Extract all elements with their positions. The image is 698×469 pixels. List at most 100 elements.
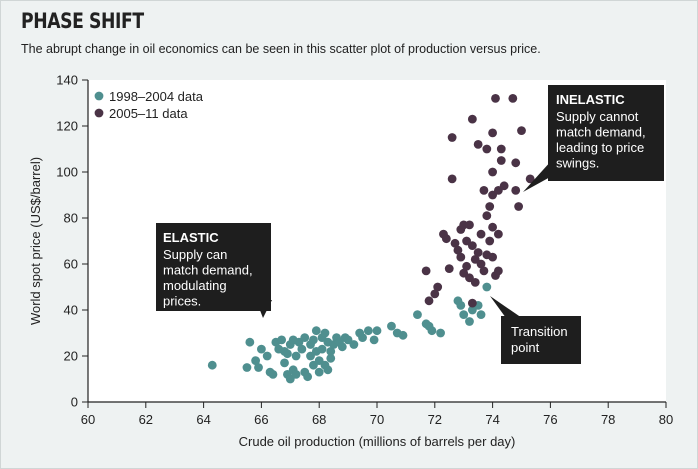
point-2005-11 bbox=[444, 264, 454, 273]
chart-title: PHASE SHIFT bbox=[21, 9, 144, 33]
annotation-inelastic-text: Supply cannot bbox=[556, 109, 639, 124]
point-2005-11 bbox=[430, 289, 440, 299]
annotation-inelastic-text: swings. bbox=[556, 156, 599, 171]
point-2005-11 bbox=[485, 202, 495, 211]
annotation-elastic-heading: ELASTIC bbox=[163, 230, 219, 245]
point-2005-11 bbox=[465, 220, 474, 230]
point-2005-11 bbox=[488, 222, 497, 232]
point-2005-11 bbox=[496, 144, 506, 154]
chart-subtitle: The abrupt change in oil economics can b… bbox=[21, 42, 541, 56]
x-tick-label: 68 bbox=[312, 412, 326, 427]
point-2005-11 bbox=[499, 181, 509, 191]
point-2005-11 bbox=[482, 211, 492, 221]
point-1998-2004 bbox=[283, 349, 292, 359]
point-1998-2004 bbox=[311, 326, 321, 336]
point-2005-11 bbox=[467, 241, 477, 251]
point-2005-11 bbox=[508, 94, 518, 103]
annotation-transition-box bbox=[501, 316, 581, 364]
y-tick-label: 100 bbox=[56, 165, 78, 180]
point-1998-2004 bbox=[251, 356, 261, 365]
point-2005-11 bbox=[447, 174, 457, 184]
point-1998-2004 bbox=[372, 326, 382, 336]
point-1998-2004 bbox=[254, 363, 263, 372]
annotation-pointer bbox=[523, 160, 552, 192]
point-1998-2004 bbox=[309, 335, 318, 345]
point-2005-11 bbox=[473, 140, 483, 149]
point-2005-11 bbox=[511, 158, 521, 168]
point-1998-2004 bbox=[459, 310, 469, 319]
point-1998-2004 bbox=[320, 328, 330, 338]
x-tick-label: 80 bbox=[659, 412, 673, 427]
point-2005-11 bbox=[488, 167, 497, 177]
point-1998-2004 bbox=[427, 326, 437, 336]
annotation-elastic-text: Supply can bbox=[163, 247, 227, 262]
point-1998-2004 bbox=[277, 335, 287, 345]
point-1998-2004 bbox=[291, 351, 301, 361]
point-2005-11 bbox=[424, 296, 434, 306]
point-1998-2004 bbox=[476, 310, 486, 319]
point-1998-2004 bbox=[398, 330, 408, 340]
y-tick-label: 120 bbox=[56, 119, 78, 134]
point-1998-2004 bbox=[245, 337, 255, 347]
y-tick-label: 80 bbox=[64, 211, 78, 226]
point-1998-2004 bbox=[326, 353, 336, 363]
legend-marker bbox=[94, 91, 104, 101]
x-tick-label: 60 bbox=[81, 412, 95, 427]
point-2005-11 bbox=[514, 202, 524, 211]
x-tick-label: 76 bbox=[543, 412, 557, 427]
point-2005-11 bbox=[517, 126, 526, 135]
point-1998-2004 bbox=[291, 370, 301, 379]
point-2005-11 bbox=[511, 186, 521, 195]
y-tick-label: 0 bbox=[71, 395, 78, 410]
point-2005-11 bbox=[493, 266, 503, 276]
point-1998-2004 bbox=[303, 372, 313, 382]
point-1998-2004 bbox=[363, 326, 373, 336]
annotation-inelastic-text: leading to price bbox=[556, 140, 644, 155]
point-2005-11 bbox=[476, 259, 486, 269]
annotation-elastic-text: modulating bbox=[163, 278, 227, 293]
point-2005-11 bbox=[433, 282, 443, 292]
legend-label: 2005–11 data bbox=[109, 106, 188, 121]
point-2005-11 bbox=[473, 248, 483, 257]
point-1998-2004 bbox=[465, 317, 474, 326]
point-2005-11 bbox=[447, 133, 457, 142]
point-2005-11 bbox=[462, 261, 471, 271]
y-tick-label: 40 bbox=[64, 303, 78, 318]
point-2005-11 bbox=[453, 245, 463, 255]
point-2005-11 bbox=[470, 278, 480, 287]
point-2005-11 bbox=[485, 236, 495, 246]
point-1998-2004 bbox=[337, 342, 347, 352]
point-1998-2004 bbox=[436, 328, 445, 338]
point-2005-11 bbox=[496, 156, 506, 165]
x-tick-label: 70 bbox=[370, 412, 384, 427]
point-2005-11 bbox=[488, 252, 497, 262]
point-2005-11 bbox=[493, 229, 503, 239]
x-tick-label: 78 bbox=[601, 412, 615, 427]
point-2005-11 bbox=[456, 252, 466, 262]
annotation-pointer bbox=[490, 296, 522, 318]
point-2005-11 bbox=[479, 186, 489, 195]
y-tick-label: 60 bbox=[64, 257, 78, 272]
annotation-elastic-text: prices. bbox=[163, 294, 201, 309]
point-1998-2004 bbox=[387, 321, 396, 331]
annotation-inelastic-heading: INELASTIC bbox=[556, 92, 625, 107]
point-2005-11 bbox=[421, 266, 431, 276]
point-1998-2004 bbox=[207, 360, 217, 370]
point-1998-2004 bbox=[349, 340, 359, 349]
annotation-transition-text: Transition bbox=[511, 324, 568, 339]
legend-label: 1998–2004 data bbox=[109, 89, 204, 104]
point-2005-11 bbox=[467, 298, 477, 308]
point-1998-2004 bbox=[297, 344, 307, 354]
point-1998-2004 bbox=[482, 282, 492, 292]
x-tick-label: 62 bbox=[139, 412, 153, 427]
x-tick-label: 72 bbox=[428, 412, 442, 427]
y-axis-title: World spot price (US$/barrel) bbox=[28, 157, 43, 325]
point-1998-2004 bbox=[369, 335, 379, 345]
point-1998-2004 bbox=[242, 363, 252, 372]
point-1998-2004 bbox=[268, 370, 278, 379]
point-1998-2004 bbox=[257, 344, 266, 354]
annotation-inelastic-box bbox=[548, 85, 664, 181]
x-axis-title: Crude oil production (millions of barrel… bbox=[239, 434, 516, 449]
point-1998-2004 bbox=[262, 351, 272, 361]
